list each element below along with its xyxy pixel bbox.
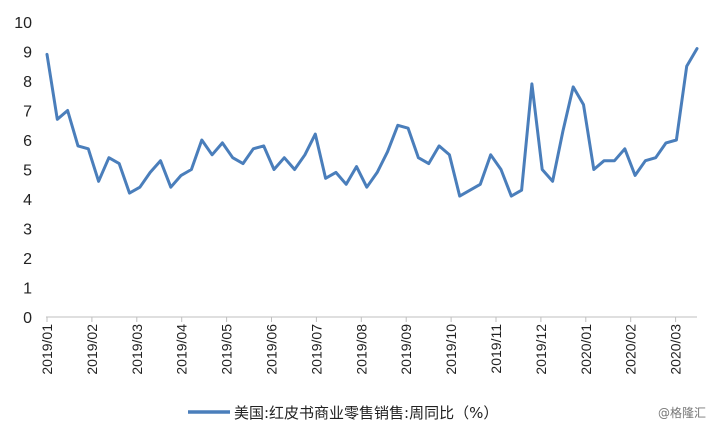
y-tick-label: 3	[23, 222, 32, 239]
y-tick-label: 5	[23, 163, 32, 180]
watermark-text: @格隆汇	[658, 405, 706, 420]
y-tick-label: 4	[23, 192, 32, 209]
y-tick-label: 1	[23, 281, 32, 298]
x-tick-label: 2019/07	[308, 324, 324, 375]
x-tick-label: 2019/12	[533, 324, 549, 375]
y-tick-label: 7	[23, 104, 32, 121]
y-tick-label: 10	[14, 15, 32, 32]
x-tick-label: 2020/03	[668, 324, 684, 375]
x-axis-ticks: 2019/01 2019/02 2019/03 2019/04 2019/05 2019/…	[39, 317, 684, 375]
y-tick-label: 2	[23, 251, 32, 268]
series-layer	[45, 47, 699, 198]
y-axis-ticks: 0 1 2 3 4 5 6 7 8 9 10	[14, 15, 32, 327]
legend: 美国:红皮书商业零售销售:周同比（%）	[188, 404, 498, 422]
y-tick-label: 0	[23, 310, 32, 327]
x-tick-label: 2019/02	[84, 324, 100, 375]
x-tick-label: 2019/01	[39, 324, 55, 375]
x-tick-label: 2019/10	[443, 324, 459, 375]
x-tick-label: 2019/06	[264, 324, 280, 375]
x-tick-label: 2019/09	[398, 324, 414, 375]
x-tick-label: 2019/04	[174, 324, 190, 375]
y-tick-label: 8	[23, 74, 32, 91]
x-tick-label: 2019/11	[488, 324, 504, 374]
y-tick-label: 6	[23, 133, 32, 150]
x-tick-label: 2020/01	[578, 324, 594, 375]
x-tick-label: 2019/08	[353, 324, 369, 375]
series-line	[45, 47, 699, 198]
x-tick-label: 2019/03	[129, 324, 145, 375]
x-tick-label: 2019/05	[219, 324, 235, 375]
legend-label: 美国:红皮书商业零售销售:周同比（%）	[234, 404, 498, 422]
y-tick-label: 9	[23, 45, 32, 62]
x-tick-label: 2020/02	[623, 324, 639, 375]
